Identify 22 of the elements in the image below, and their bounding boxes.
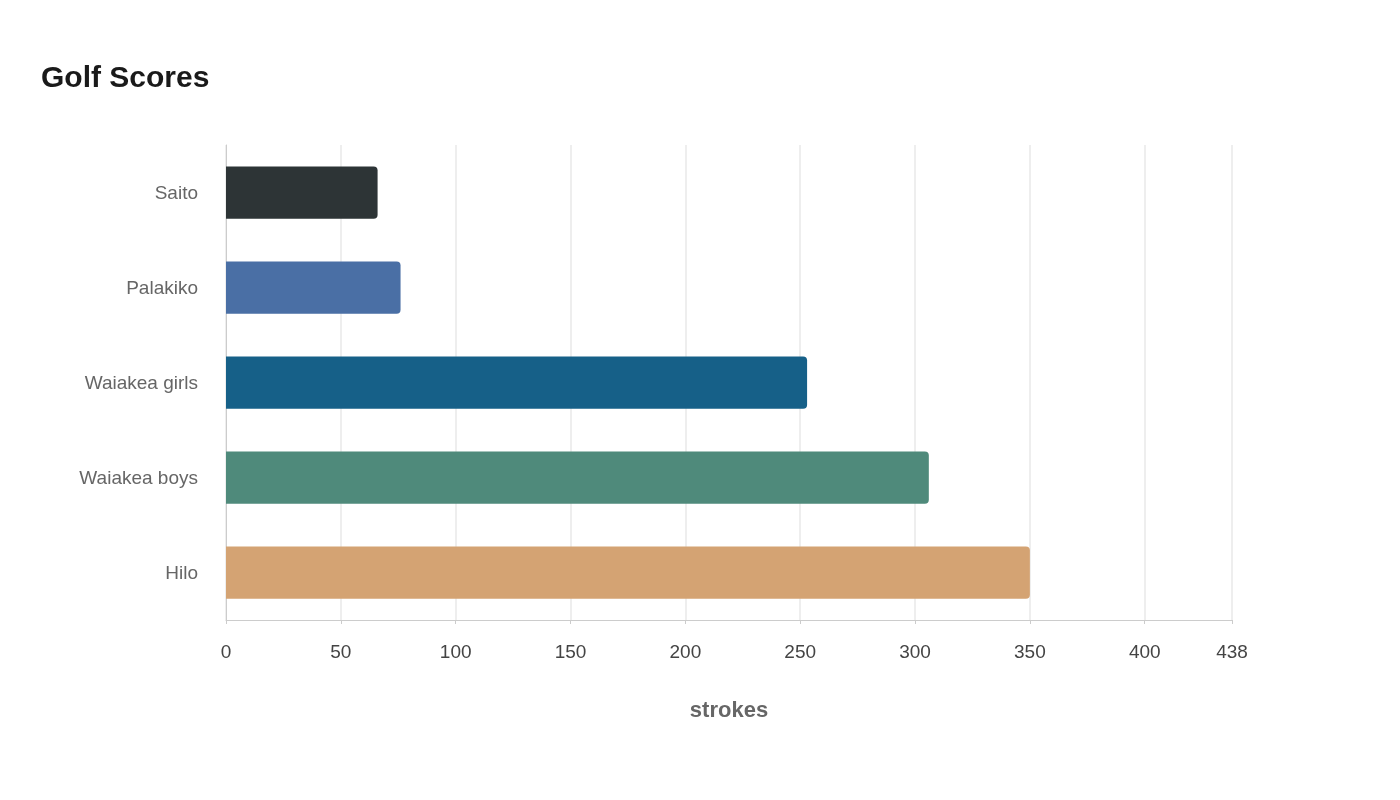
x-tick-label: 400 — [1128, 641, 1161, 662]
y-tick-label: Waiakea boys — [79, 467, 198, 488]
x-axis-title: strokes — [689, 696, 769, 722]
y-tick-label: Saito — [154, 182, 198, 203]
x-tick-label: 100 — [439, 641, 472, 662]
chart-title: Golf Scores — [41, 59, 210, 93]
bar — [226, 451, 929, 504]
bar — [226, 261, 401, 314]
x-tick-label: 200 — [669, 641, 702, 662]
x-tick-label: 50 — [330, 641, 352, 662]
bar — [226, 546, 1030, 599]
x-tick-label: 438 — [1216, 641, 1248, 662]
x-tick-label: 300 — [899, 641, 931, 662]
x-tick-label: 350 — [1014, 641, 1046, 662]
bar — [226, 166, 378, 219]
bar — [226, 356, 808, 409]
y-tick-label: Waiakea girls — [84, 372, 198, 393]
x-tick-label: 150 — [554, 641, 587, 662]
x-tick-label: 250 — [784, 641, 817, 662]
x-tick-label: 0 — [220, 641, 232, 662]
y-tick-label: Palakiko — [126, 277, 198, 298]
y-tick-label: Hilo — [165, 562, 198, 583]
